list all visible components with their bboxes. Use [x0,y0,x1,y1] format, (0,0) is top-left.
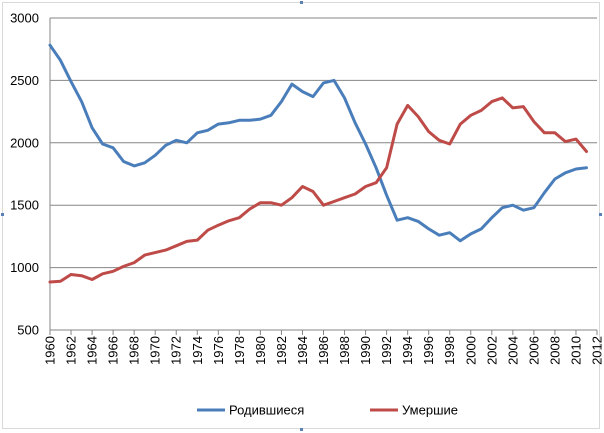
x-tick-label: 1988 [337,336,352,365]
y-axis: 500 1000 1500 2000 2500 3000 [10,11,51,338]
x-tick-label: 2006 [526,336,541,365]
y-tick-label: 500 [17,323,39,338]
x-tick-label: 2008 [547,336,562,365]
x-tick-label: 1966 [106,336,121,365]
y-tick-label: 2500 [10,73,39,88]
y-tick-label: 1500 [10,198,39,213]
x-tick-label: 2002 [484,336,499,365]
x-tick-label: 1998 [442,336,457,365]
legend: Родившиеся Умершие [197,403,458,418]
x-tick-label: 1986 [316,336,331,365]
y-tick-label: 1000 [10,260,39,275]
resize-handle-top[interactable] [300,1,303,4]
x-tick-label: 1982 [274,336,289,365]
x-tick-label: 1994 [400,336,415,365]
gridlines [50,17,597,269]
x-tick-label: 1968 [127,336,142,365]
x-tick-label: 1990 [358,336,373,365]
x-tick-label: 1960 [43,336,58,365]
series-lines [48,43,588,284]
x-tick-label: 1980 [253,336,268,365]
x-tick-label: 1964 [85,336,100,365]
x-tick-label: 2004 [505,336,520,365]
x-tick-label: 1970 [148,336,163,365]
x-tick-label: 1974 [190,336,205,365]
y-tick-label: 2000 [10,135,39,150]
legend-label-2: Умершие [402,403,458,418]
x-tick-label: 2012 [590,336,604,365]
x-axis: 1960 1962 1964 1966 1968 1970 1972 1974 1976 1978… [43,329,604,365]
x-tick-label: 1992 [379,336,394,365]
resize-handle-bottom[interactable] [300,428,303,431]
x-tick-label: 1996 [421,336,436,365]
x-tick-label: 1962 [64,336,79,365]
x-tick-label: 1978 [232,336,247,365]
y-tick-label: 3000 [10,11,39,26]
x-tick-label: 1972 [169,336,184,365]
x-tick-label: 2000 [463,336,478,365]
x-tick-label: 1976 [211,336,226,365]
resize-handle-right[interactable] [599,213,602,216]
x-tick-label: 1984 [295,336,310,365]
series-line-1 [48,43,588,243]
resize-handle-left[interactable] [1,213,4,216]
x-tick-label: 2010 [568,336,583,365]
legend-label-1: Родившиеся [229,403,304,418]
series-line-2 [48,96,588,284]
